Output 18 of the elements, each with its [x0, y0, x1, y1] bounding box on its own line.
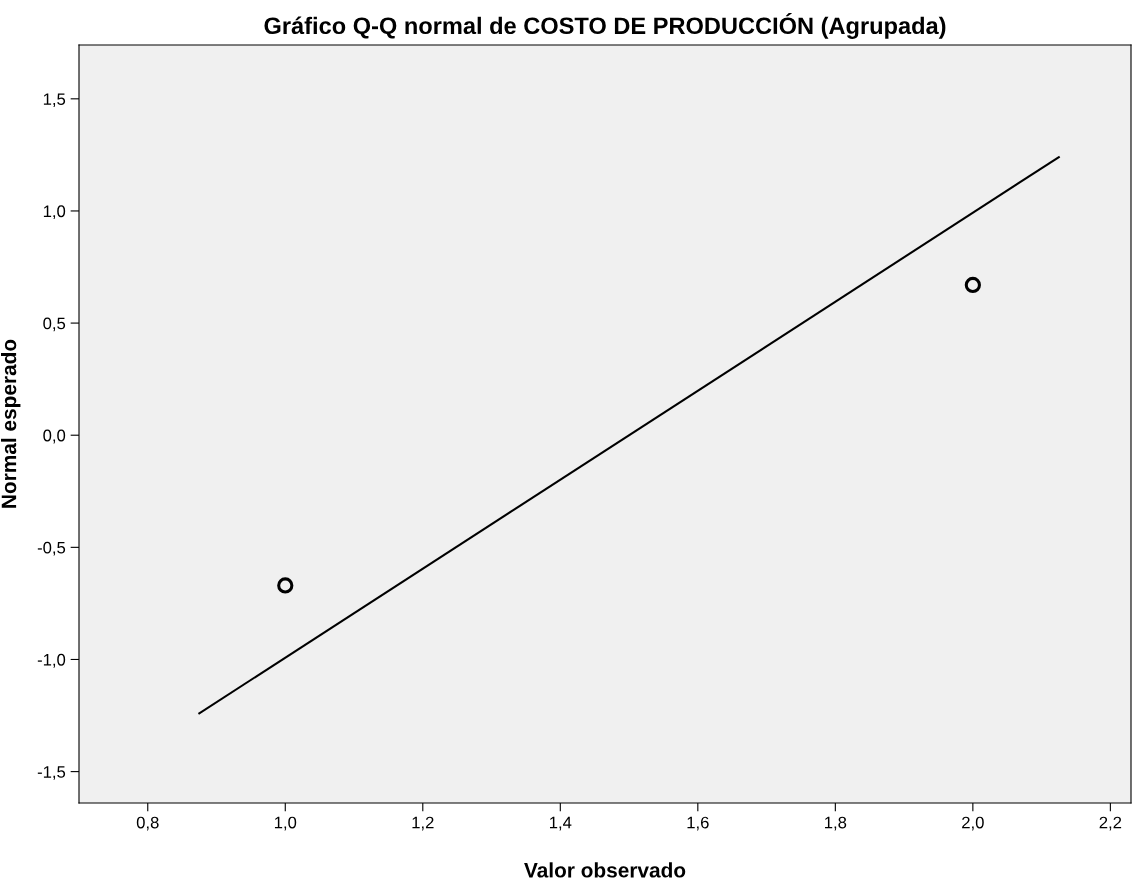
- y-tick-label: 0,0: [43, 429, 66, 444]
- y-tick-label: -1,0: [37, 653, 66, 668]
- y-tick-label: 1,0: [43, 205, 66, 220]
- y-tick-label: -1,5: [37, 766, 66, 780]
- x-tick-label: 2,2: [1099, 816, 1122, 831]
- x-tick-label: 2,0: [962, 816, 984, 831]
- x-axis-title: Valor observado: [524, 862, 686, 878]
- x-tick-label: 1,6: [687, 816, 709, 831]
- y-tick-label: 1,5: [43, 93, 66, 107]
- x-tick-label: 0,8: [136, 816, 159, 831]
- x-tick-label: 1,8: [825, 816, 847, 831]
- y-axis-title: Normal esperado: [1, 339, 21, 508]
- x-tick-label: 1,4: [549, 816, 572, 831]
- x-tick-label: 1,2: [412, 816, 434, 831]
- chart-title: Gráfico Q-Q normal de COSTO DE PRODUCCIÓN (Agrupada): [264, 12, 946, 39]
- x-tick-label: 1,0: [274, 816, 297, 831]
- y-tick-label: -0,5: [37, 541, 66, 556]
- y-tick-label: 0,5: [43, 317, 66, 332]
